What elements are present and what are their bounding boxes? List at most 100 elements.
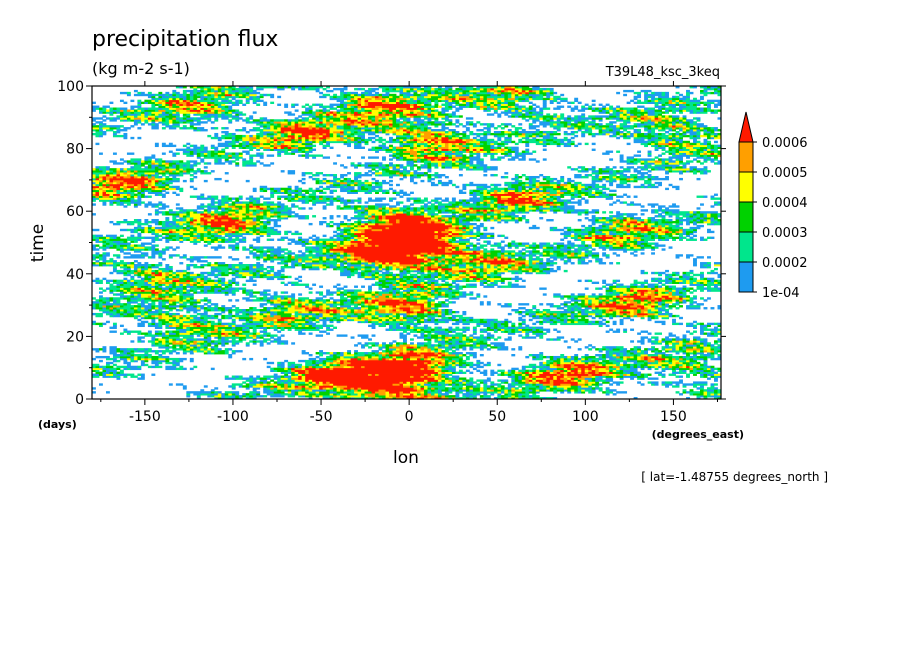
field-cell — [263, 395, 268, 398]
field-cell — [242, 322, 247, 326]
field-cell — [518, 312, 523, 316]
field-cell — [245, 324, 257, 328]
field-cell — [385, 391, 390, 394]
field-cell — [483, 346, 488, 349]
field-cell — [98, 297, 107, 300]
field-cell — [172, 359, 177, 363]
field-cell — [235, 326, 243, 329]
field-cell — [315, 367, 320, 371]
field-cell — [364, 342, 369, 345]
field-cell — [686, 354, 690, 357]
field-cell — [308, 357, 317, 361]
field-cell — [437, 371, 442, 374]
field-cell — [371, 293, 376, 296]
field-cell — [507, 371, 512, 374]
field-cell — [514, 379, 523, 382]
field-cell — [231, 393, 236, 396]
field-cell — [224, 291, 229, 294]
field-cell — [658, 285, 662, 288]
field-cell — [319, 363, 324, 367]
field-cell — [277, 324, 292, 328]
field-cell — [455, 363, 460, 367]
field-cell — [354, 389, 358, 392]
field-cell — [277, 340, 289, 343]
field-cell — [703, 359, 708, 363]
field-cell — [448, 344, 456, 347]
field-cell — [717, 324, 721, 328]
field-cell — [500, 385, 505, 388]
field-cell — [126, 367, 131, 371]
field-cell — [95, 305, 100, 308]
field-cell — [696, 303, 704, 306]
field-cell — [116, 373, 128, 376]
field-cell — [563, 365, 572, 369]
field-cell — [420, 295, 428, 298]
field-cell — [312, 359, 317, 363]
field-cell — [210, 334, 219, 337]
field-cell — [147, 310, 159, 314]
field-cell — [458, 295, 467, 298]
field-cell — [465, 363, 470, 367]
field-cell — [347, 314, 351, 318]
field-cell — [479, 371, 488, 374]
field-cell — [364, 305, 369, 308]
field-cell — [263, 295, 268, 298]
field-cell — [556, 307, 565, 310]
field-cell — [399, 299, 404, 302]
field-cell — [252, 377, 257, 380]
field-cell — [179, 328, 187, 331]
field-cell — [287, 389, 292, 392]
field-cell — [717, 344, 721, 347]
field-cell — [451, 361, 456, 365]
field-cell — [319, 381, 324, 384]
field-cell — [378, 301, 418, 304]
field-cell — [119, 355, 131, 359]
field-cell — [409, 293, 414, 296]
field-cell — [528, 312, 537, 316]
field-cell — [665, 336, 669, 339]
field-cell — [647, 332, 652, 335]
field-cell — [109, 326, 117, 329]
field-cell — [368, 373, 372, 376]
field-cell — [658, 271, 666, 275]
field-cell — [584, 377, 593, 380]
field-cell — [210, 316, 215, 320]
field-cell — [423, 354, 439, 357]
field-cell — [588, 322, 593, 326]
field-cell — [577, 320, 586, 324]
field-cell — [249, 385, 254, 388]
field-cell — [581, 379, 586, 382]
field-cell — [350, 314, 358, 318]
field-cell — [301, 310, 310, 314]
field-cell — [294, 312, 303, 316]
field-cell — [186, 314, 191, 318]
field-cell — [413, 318, 418, 322]
field-cell — [273, 307, 278, 310]
field-cell — [294, 326, 317, 329]
field-cell — [165, 367, 177, 371]
field-cell — [238, 318, 247, 322]
field-cell — [200, 271, 208, 275]
field-cell — [378, 291, 390, 294]
field-cell — [707, 365, 711, 369]
field-cell — [196, 334, 201, 337]
field-cell — [409, 295, 414, 298]
field-cell — [437, 361, 442, 365]
field-cell — [469, 316, 474, 320]
field-cell — [598, 303, 603, 306]
field-cell — [245, 318, 250, 322]
field-cell — [312, 310, 320, 314]
field-cell — [354, 387, 358, 390]
field-cell — [287, 371, 292, 374]
field-cell — [672, 367, 676, 371]
field-cell — [598, 357, 603, 361]
field-cell — [689, 269, 694, 273]
field-cell — [179, 299, 184, 302]
field-cell — [221, 277, 226, 281]
field-cell — [140, 303, 145, 306]
field-cell — [514, 395, 519, 398]
field-cell — [189, 303, 194, 306]
field-cell — [175, 316, 180, 320]
field-cell — [315, 355, 320, 359]
field-cell — [329, 397, 334, 399]
